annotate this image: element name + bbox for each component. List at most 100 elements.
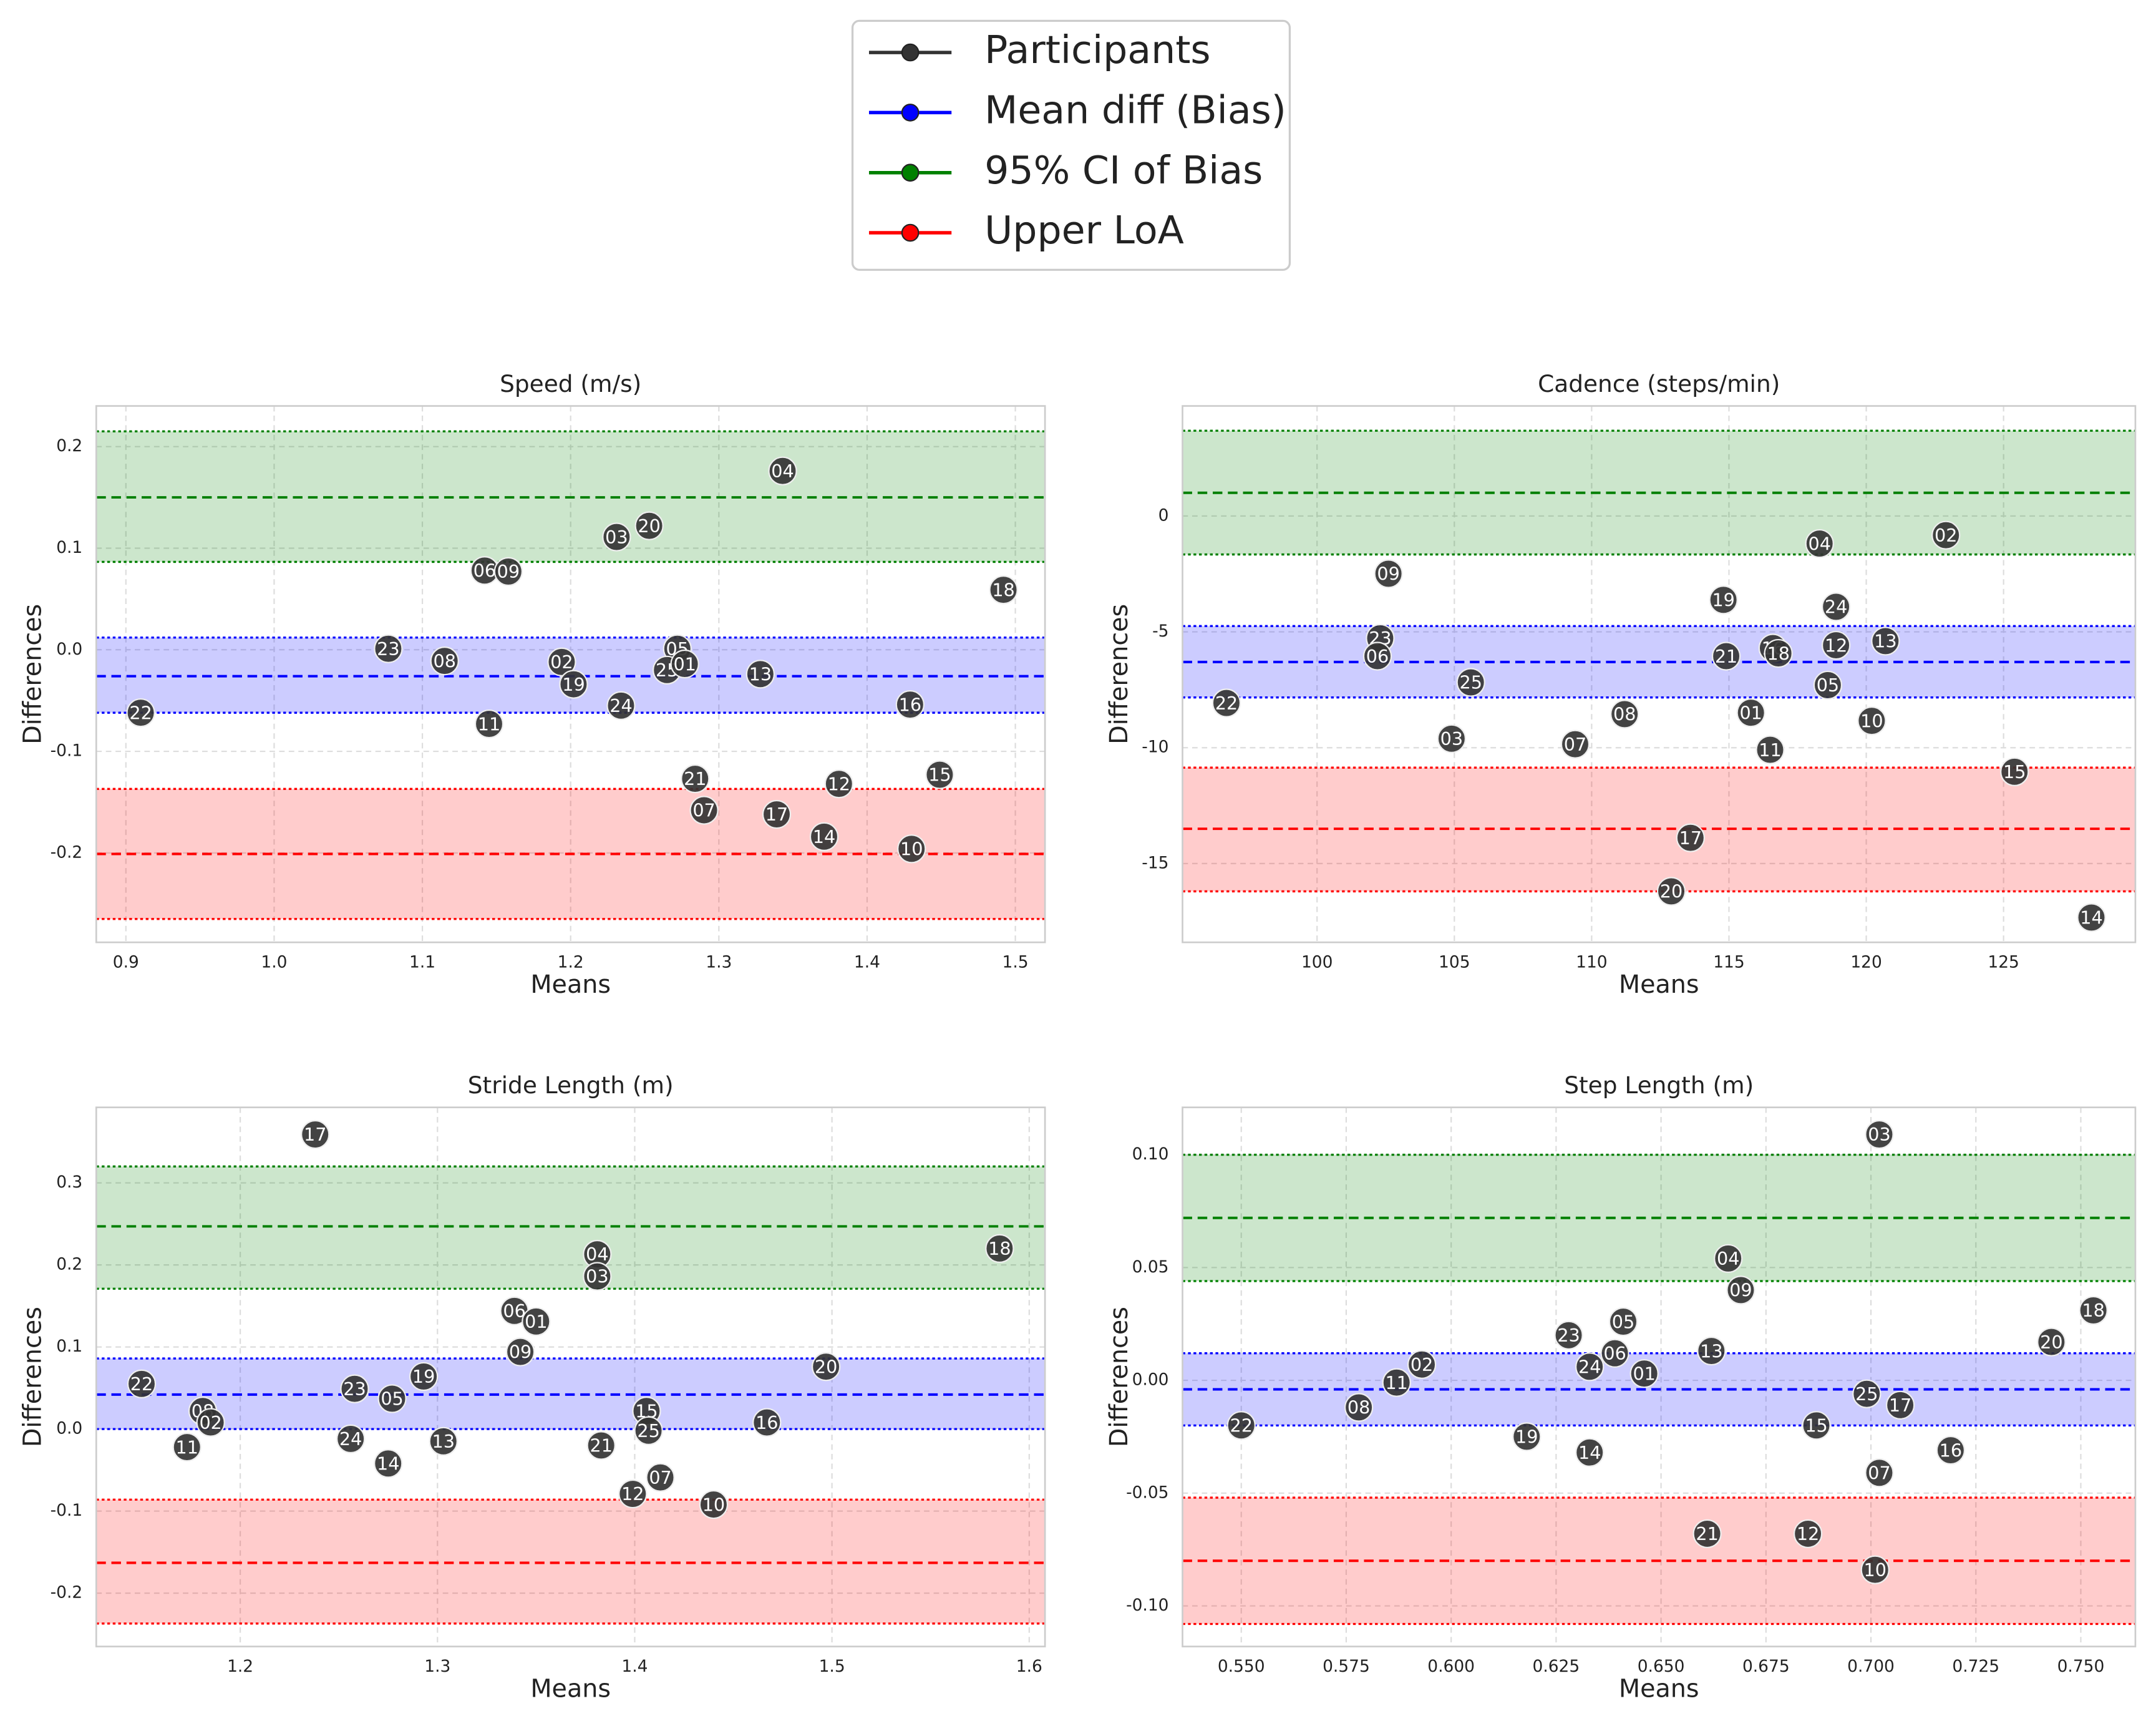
point-label: 19 <box>562 674 585 695</box>
y-axis-label: Differences <box>19 1307 47 1447</box>
x-tick-label: 1.6 <box>1016 1657 1042 1676</box>
point-label: 02 <box>1935 525 1957 546</box>
point <box>762 799 792 829</box>
x-tick-label: 0.700 <box>1847 1657 1895 1676</box>
point-label: 25 <box>1855 1383 1878 1405</box>
x-tick-label: 1.0 <box>261 953 287 972</box>
point <box>429 1426 458 1456</box>
point-label: 06 <box>503 1300 525 1322</box>
point-label: 24 <box>1578 1357 1601 1378</box>
point-label: 11 <box>1759 739 1781 761</box>
y-axis-label: Differences <box>1105 604 1134 744</box>
y-tick-label: 0.2 <box>56 436 82 456</box>
x-tick-label: 1.5 <box>819 1657 845 1676</box>
point-label: 12 <box>1797 1523 1819 1544</box>
point-label: 16 <box>899 694 921 715</box>
point <box>1764 638 1793 668</box>
point-label: 19 <box>1515 1426 1538 1448</box>
point-label: 23 <box>1557 1325 1580 1346</box>
point-label: 08 <box>1348 1397 1370 1418</box>
legend-box <box>851 19 1291 271</box>
point-label: 09 <box>1377 563 1399 585</box>
point <box>1692 1519 1722 1549</box>
point-label: 17 <box>1679 827 1702 849</box>
chart-title: Stride Length (m) <box>468 1071 674 1099</box>
x-tick-label: 1.2 <box>227 1657 253 1676</box>
point-label: 09 <box>1729 1280 1752 1301</box>
x-tick-label: 115 <box>1713 953 1744 972</box>
point <box>768 456 797 485</box>
point-label: 17 <box>1889 1395 1911 1416</box>
point <box>752 1408 782 1437</box>
point <box>474 709 504 739</box>
point-label: 02 <box>1411 1354 1433 1375</box>
point-label: 02 <box>550 651 573 673</box>
point <box>505 1337 535 1367</box>
point <box>1865 1119 1894 1149</box>
point-label: 07 <box>692 800 715 821</box>
point-label: 17 <box>304 1124 326 1145</box>
point <box>681 764 710 794</box>
point-label: 10 <box>1864 1559 1886 1581</box>
plot-border <box>95 405 1046 943</box>
point-label: 13 <box>1874 631 1896 652</box>
point-label: 05 <box>1612 1311 1634 1332</box>
point-label: 18 <box>988 1238 1011 1259</box>
point-label: 16 <box>1940 1440 1962 1461</box>
y-tick-label: 0.1 <box>56 1337 82 1356</box>
point <box>2077 903 2106 932</box>
point-label: 13 <box>432 1431 455 1452</box>
point-label: 07 <box>1868 1462 1890 1483</box>
y-axis-label: Differences <box>1105 1307 1134 1447</box>
point-label: 02 <box>199 1412 221 1433</box>
legend-marker <box>901 163 920 182</box>
plot-area <box>96 1107 1046 1647</box>
point <box>1821 592 1851 622</box>
point <box>745 660 775 689</box>
bands <box>1182 1153 2135 1626</box>
point <box>1575 1352 1605 1382</box>
point-label: 21 <box>1696 1523 1718 1544</box>
point <box>1437 724 1467 753</box>
y-tick-label: 0.00 <box>1132 1370 1169 1390</box>
point <box>2079 1295 2108 1325</box>
point-label: 20 <box>638 515 660 537</box>
point <box>897 834 926 864</box>
panel: 0.550 0.575 0.600 0.625 0.650 0.675 0.700 0.725… <box>1105 1071 2137 1704</box>
point <box>1714 1244 1743 1273</box>
x-tick-label: 1.3 <box>424 1657 450 1676</box>
x-axis-label: Means <box>1619 970 1699 999</box>
point-label: 14 <box>2080 907 2102 929</box>
point <box>127 1369 157 1398</box>
point <box>1755 735 1785 764</box>
point-label: 04 <box>1809 533 1831 554</box>
point <box>1608 1307 1638 1337</box>
point <box>1456 668 1485 697</box>
x-tick-label: 1.4 <box>854 953 880 972</box>
point-label: 21 <box>590 1435 612 1456</box>
point <box>301 1119 330 1149</box>
point <box>925 760 954 789</box>
point-label: 03 <box>605 527 628 548</box>
legend-marker <box>901 104 920 122</box>
point <box>1226 1411 1256 1440</box>
point <box>374 634 403 663</box>
y-tick-label: -0.10 <box>1126 1596 1168 1615</box>
point-label: 21 <box>684 768 706 789</box>
point <box>634 1416 663 1445</box>
point-label: 18 <box>1767 643 1789 664</box>
y-tick-label: 0.1 <box>56 538 82 557</box>
bands <box>1182 429 2135 893</box>
point-label: 15 <box>2003 761 2026 782</box>
y-tick-label: 0.10 <box>1132 1144 1169 1164</box>
point <box>1610 700 1639 729</box>
x-tick-label: 0.650 <box>1638 1657 1685 1676</box>
point-label: 22 <box>130 1373 153 1395</box>
x-axis-label: Means <box>530 970 611 999</box>
point-label: 06 <box>473 560 496 581</box>
y-tick-label: -0.05 <box>1126 1483 1168 1502</box>
point <box>1793 1519 1823 1549</box>
point <box>1709 585 1738 615</box>
